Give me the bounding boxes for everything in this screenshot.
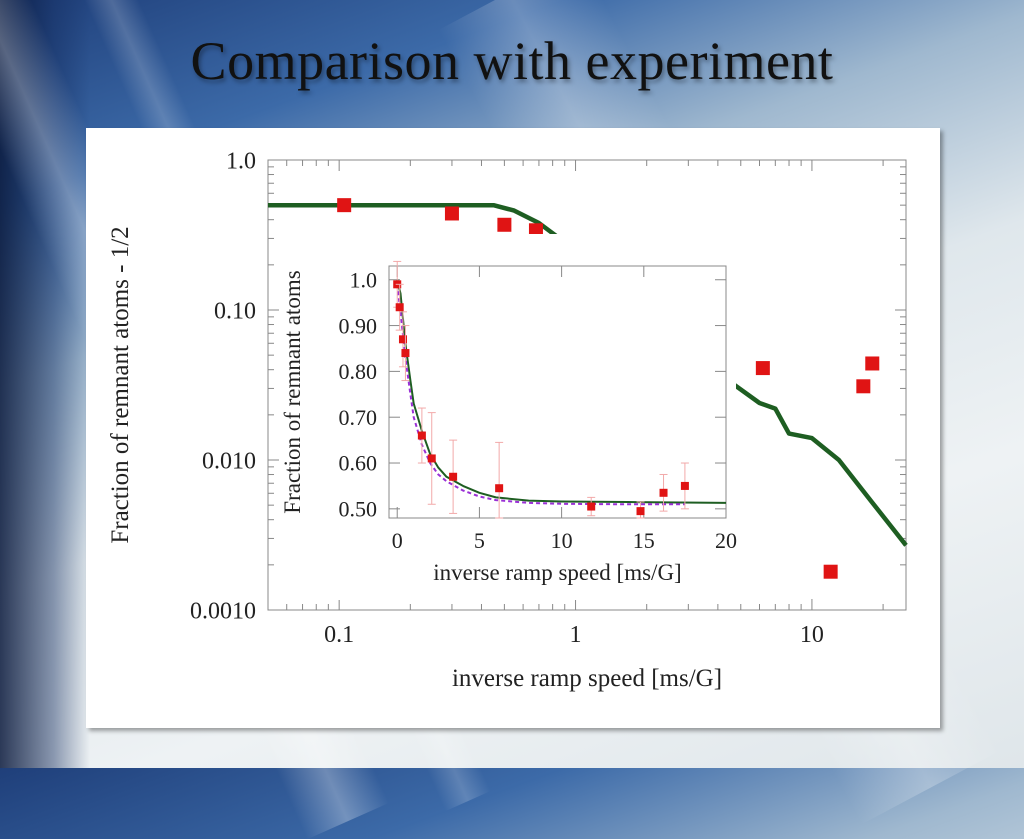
inset-x-tick-label: 20 — [715, 528, 737, 553]
main-data-point — [856, 379, 871, 394]
inset-data-point — [449, 472, 458, 481]
inset-chart: 0 5 10 15 20 0.50 0.60 0.70 0.80 0.90 1.0 inverse r… — [280, 234, 737, 600]
inset-y-axis-label: Fraction of remnant atoms — [280, 270, 305, 513]
main-data-point — [865, 356, 880, 371]
inset-y-tick-label: 1.0 — [350, 267, 378, 292]
inset-data-point — [680, 481, 689, 490]
main-data-point — [337, 198, 352, 213]
main-data-point — [755, 361, 770, 376]
background-left-shade — [0, 0, 90, 768]
main-plot-frame — [267, 159, 907, 611]
inset-data-point — [417, 431, 426, 440]
inset-x-tick-label: 5 — [474, 528, 485, 553]
main-data-point — [444, 206, 459, 221]
main-x-tick-label: 10 — [800, 622, 824, 648]
inset-data-point — [495, 484, 504, 493]
inset-data-point — [587, 502, 596, 511]
inset-data-point — [659, 488, 668, 497]
inset-model-line — [396, 279, 727, 504]
inset-y-tick-label: 0.60 — [339, 451, 378, 476]
figure-panel: 0.1 1 10 0.0010 0.010 0.10 1.0 inverse ramp spe… — [86, 128, 940, 728]
main-y-tick-label: 0.10 — [214, 298, 256, 324]
inset-data-point — [427, 454, 436, 463]
inset-y-tick-label: 0.50 — [339, 497, 378, 522]
inset-data-point — [636, 507, 645, 516]
inset-data-point — [398, 335, 407, 344]
inset-data-point — [401, 349, 410, 358]
inset-y-tick-label: 0.70 — [339, 405, 378, 430]
main-y-tick-label: 0.010 — [202, 448, 256, 474]
inset-x-tick-label: 10 — [551, 528, 573, 553]
chart-canvas: 0.1 1 10 0.0010 0.010 0.10 1.0 inverse ramp spe… — [107, 148, 908, 692]
inset-y-tick-label: 0.90 — [339, 313, 378, 338]
inset-x-axis-label: inverse ramp speed [ms/G] — [433, 560, 681, 585]
main-x-tick-label: 1 — [570, 622, 582, 648]
inset-x-tick-label: 0 — [392, 528, 403, 553]
inset-plot-frame — [388, 265, 727, 519]
inset-x-tick-label: 15 — [633, 528, 655, 553]
inset-y-tick-label: 0.80 — [339, 359, 378, 384]
main-x-axis-label: inverse ramp speed [ms/G] — [452, 665, 722, 692]
main-data-point — [497, 217, 512, 232]
inset-background — [282, 234, 736, 600]
main-data-point — [528, 223, 543, 238]
slide-title: Comparison with experiment — [190, 31, 834, 91]
inset-dashed-model-line — [396, 284, 685, 506]
main-data-point — [823, 564, 838, 579]
main-y-axis-label: Fraction of remnant atoms - 1/2 — [107, 226, 134, 543]
main-y-tick-label: 0.0010 — [190, 598, 256, 624]
main-y-tick-label: 1.0 — [226, 148, 256, 174]
main-x-tick-label: 0.1 — [324, 622, 354, 648]
inset-data-point — [395, 303, 404, 312]
